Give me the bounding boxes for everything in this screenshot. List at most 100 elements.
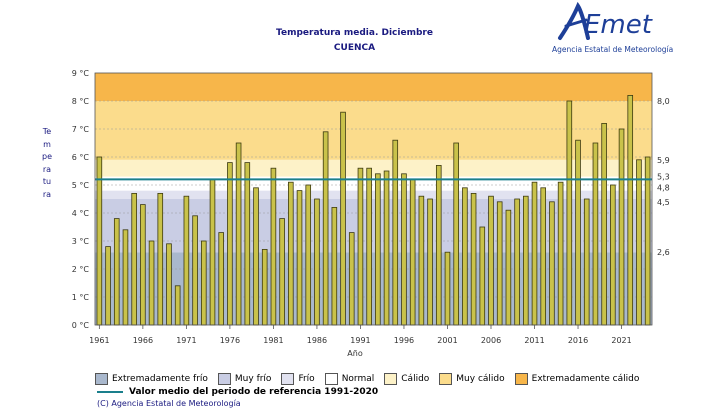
legend-swatch [514, 372, 528, 385]
bar-2005 [479, 226, 486, 326]
bar-1993 [375, 173, 381, 326]
x-tick-label: 2006 [481, 336, 501, 345]
legend-label: Muy cálido [456, 373, 505, 384]
bar-1969 [166, 243, 172, 326]
plot-frame [94, 72, 653, 326]
legend-label: Muy frío [234, 373, 272, 384]
legend-item: Extremadamente cálido [514, 372, 640, 385]
band-2 [95, 190, 652, 199]
bar-2014 [557, 181, 564, 326]
logo-text: Emet [584, 10, 653, 40]
bar-1974 [209, 178, 216, 326]
bar-2007 [496, 201, 503, 326]
y-tick-label: 2 °C [72, 265, 90, 274]
y-tick-label: 4 °C [72, 209, 90, 218]
legend-item: Cálido [384, 372, 429, 385]
legend-label: Normal [341, 373, 375, 384]
band-4 [95, 159, 652, 177]
y-tick-label: 9 °C [72, 69, 90, 78]
x-tick-label: 2001 [437, 336, 457, 345]
bar-2022 [627, 95, 634, 326]
y-tick-label: 0 °C [72, 321, 90, 330]
bar-1992 [366, 167, 372, 326]
bar-1962 [105, 246, 111, 326]
threshold-label: 2,6 [657, 248, 670, 257]
x-tick-label: 1981 [263, 336, 283, 345]
bar-1986 [314, 198, 320, 326]
bar-1973 [200, 240, 207, 326]
y-tick-label: 6 °C [72, 153, 90, 162]
bar-2010 [523, 195, 529, 326]
bar-1967 [148, 240, 155, 326]
bar-2009 [514, 198, 520, 326]
legend-swatch [217, 372, 231, 385]
bar-2012 [540, 187, 547, 326]
legend-label: Extremadamente cálido [531, 373, 640, 384]
bar-1988 [331, 206, 338, 326]
legend-swatch [439, 372, 453, 385]
bar-1976 [227, 162, 233, 326]
bar-2003 [462, 187, 468, 326]
threshold-labels: 8,0 5,9 5,3 4,8 4,5 2,6 [657, 97, 670, 257]
bar-2000 [435, 164, 442, 326]
y-tick-label: 5 °C [72, 181, 90, 190]
bar-2006 [488, 195, 494, 326]
bar-1980 [261, 248, 268, 326]
bar-1964 [122, 229, 129, 326]
chart-subtitle: CUENCA [333, 43, 376, 53]
legend-swatch [95, 372, 108, 385]
band-6 [95, 73, 652, 101]
bar-2016 [575, 139, 581, 326]
x-axis-label: Año [347, 349, 363, 358]
y-tick-label: 7 °C [72, 125, 90, 134]
bar-1996 [401, 173, 407, 326]
band-5 [95, 101, 652, 160]
bar-1972 [192, 215, 198, 326]
bar-2021 [618, 128, 625, 326]
bar-1998 [418, 195, 425, 326]
legend: Extremadamente frío Muy frío Frío Normal Cál… [95, 372, 649, 385]
y-axis-label: Temperatura [42, 127, 52, 199]
bar-1982 [279, 218, 285, 326]
legend-item: Frío [281, 372, 315, 385]
reference-legend-label: Valor medio del periodo de referencia 19… [129, 387, 379, 397]
bar-1978 [244, 162, 251, 326]
copyright: (C) Agencia Estatal de Meteorología [97, 399, 241, 408]
legend-label: Frío [298, 373, 315, 384]
y-tick-labels: 0 °C 1 °C 2 °C 3 °C 4 °C 5 °C 6 °C 7 °C 8 °C 9 °C [72, 69, 90, 330]
x-tick-label: 2016 [568, 336, 588, 345]
legend-swatch [324, 372, 338, 385]
x-tick-labels: 1961 1966 1971 1976 1981 1986 1991 1996 2001 2006… [89, 325, 632, 345]
legend-label: Extremadamente frío [112, 373, 208, 384]
bar-1985 [305, 184, 312, 326]
bar-2002 [453, 142, 459, 326]
bar-1997 [409, 178, 416, 326]
bar-2018 [592, 142, 599, 326]
x-tick-label: 1991 [350, 336, 370, 345]
y-tick-label: 1 °C [72, 293, 90, 302]
bar-1963 [113, 218, 120, 326]
x-tick-label: 1961 [89, 336, 109, 345]
bar-1990 [348, 232, 355, 326]
x-tick-label: 1971 [176, 336, 196, 345]
bar-2004 [470, 192, 477, 326]
legend-swatch [281, 372, 295, 385]
bar-2023 [636, 159, 642, 326]
threshold-label: 5,3 [657, 173, 670, 182]
bar-1977 [235, 142, 242, 326]
bar-1994 [383, 170, 390, 326]
x-tick-label: 2021 [611, 336, 631, 345]
bar-2011 [531, 181, 538, 326]
bar-2001 [444, 251, 451, 326]
bar-1981 [270, 167, 277, 326]
bar-1989 [340, 111, 346, 326]
bar-2015 [566, 100, 573, 326]
legend-swatch [384, 372, 398, 385]
bar-1983 [288, 181, 294, 326]
threshold-label: 4,5 [657, 198, 670, 207]
bar-2013 [549, 201, 555, 326]
legend-item: Muy frío [217, 372, 272, 385]
bars [96, 95, 651, 326]
x-tick-label: 2011 [524, 336, 544, 345]
bar-2020 [610, 184, 616, 326]
